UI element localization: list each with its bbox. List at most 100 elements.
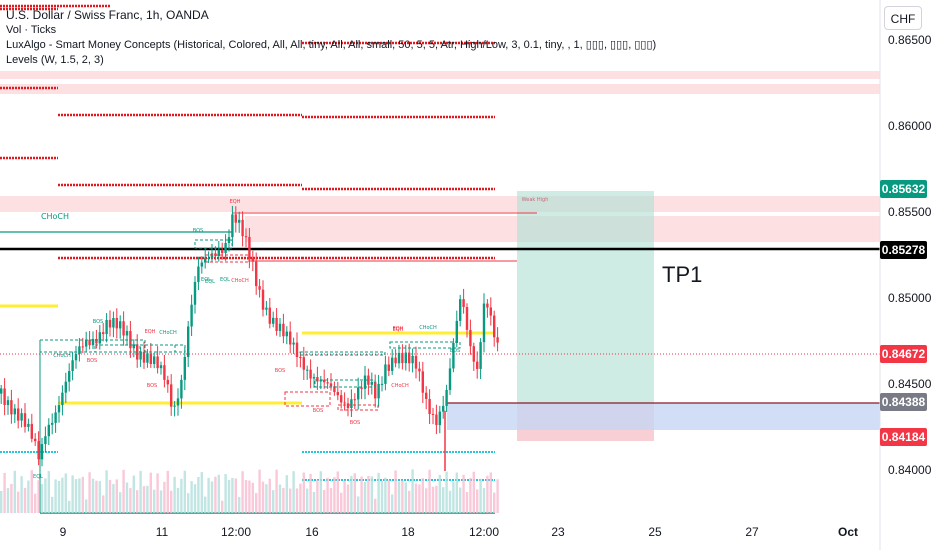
- structure-label: BOS: [87, 358, 97, 364]
- candle-body: [261, 289, 265, 310]
- candle-body: [312, 377, 316, 379]
- candle-body: [44, 436, 47, 445]
- price-label-last: 0.84672: [880, 345, 927, 363]
- symbol-title[interactable]: U.S. Dollar / Swiss Franc, 1h, OANDA: [6, 8, 209, 22]
- volume-bar: [431, 486, 435, 513]
- candle-body: [108, 319, 112, 328]
- volume-bar: [374, 498, 377, 513]
- candle-body: [295, 342, 299, 358]
- x-tick-label: 23: [551, 525, 565, 539]
- candle-body: [479, 342, 482, 369]
- structure-label: CHoCH: [53, 353, 71, 359]
- candle-body: [306, 369, 309, 371]
- candle-body: [122, 321, 125, 336]
- x-tick-label: 12:00: [220, 525, 252, 539]
- candle-body: [380, 383, 384, 385]
- candle-body: [428, 398, 431, 414]
- currency-button[interactable]: CHF: [884, 6, 922, 30]
- volume-bar: [425, 488, 428, 513]
- volume-bar: [329, 487, 333, 513]
- volume-bar: [414, 483, 418, 513]
- candle-body: [64, 381, 67, 393]
- volume-bar: [61, 477, 64, 513]
- candle-body: [234, 214, 237, 223]
- volume-bar: [122, 469, 125, 513]
- volume-bar: [170, 490, 173, 513]
- x-tick-label: 27: [745, 525, 759, 539]
- demand-zone: [447, 403, 880, 430]
- volume-bar: [3, 472, 6, 513]
- structure-label: CHoCH: [159, 330, 177, 336]
- candle-body: [251, 258, 254, 262]
- candle-body: [496, 337, 499, 343]
- candle-body: [316, 377, 319, 382]
- volume-bar: [119, 492, 122, 513]
- structure-box: [39, 339, 146, 353]
- candle-body: [343, 402, 346, 404]
- volume-bar: [299, 483, 302, 513]
- volume-bar: [40, 484, 44, 513]
- volume-bar: [418, 484, 421, 513]
- volume-bar: [227, 479, 231, 513]
- candle-body: [193, 281, 197, 305]
- volume-bar: [340, 492, 343, 513]
- take-profit-zone: [517, 191, 654, 403]
- volume-bar: [207, 477, 210, 513]
- supply-zone: [0, 84, 880, 94]
- volume-bar: [129, 488, 132, 513]
- candle-body: [6, 400, 10, 405]
- volume-bar: [479, 478, 482, 513]
- volume-bar: [357, 496, 360, 513]
- volume-bar: [384, 477, 387, 513]
- volume-bar: [408, 490, 411, 513]
- volume-bar: [68, 500, 71, 513]
- structure-label: BOS: [313, 408, 323, 414]
- volume-bar: [193, 484, 197, 513]
- volume-bar: [204, 496, 207, 513]
- volume-bar: [54, 479, 57, 513]
- candle-body: [244, 236, 248, 238]
- candle-body: [360, 387, 363, 389]
- volume-bar: [323, 490, 326, 513]
- candle-body: [357, 387, 360, 400]
- candle-body: [95, 338, 98, 344]
- volume-bar: [387, 480, 390, 513]
- volume-bar: [217, 474, 220, 513]
- volume-bar: [6, 488, 10, 513]
- candle-body: [340, 395, 343, 403]
- volume-bar: [102, 495, 105, 513]
- candle-body: [476, 361, 479, 369]
- candle-body: [210, 253, 214, 259]
- candle-body: [54, 412, 57, 423]
- volume-bar: [115, 479, 118, 513]
- volume-bar: [459, 487, 462, 513]
- volume-bar: [241, 471, 244, 513]
- x-tick-label: 18: [401, 525, 415, 539]
- candle-body: [112, 318, 115, 328]
- structure-label: CHoCH: [41, 212, 69, 221]
- candle-body: [489, 307, 492, 316]
- volume-bar: [333, 477, 336, 513]
- volume-bar: [295, 488, 299, 513]
- indicator-volume[interactable]: Vol · Ticks: [6, 24, 57, 36]
- volume-bar: [462, 474, 465, 513]
- candle-body: [102, 332, 105, 335]
- volume-bar: [394, 470, 397, 513]
- candle-body: [125, 330, 129, 336]
- candle-body: [204, 258, 207, 263]
- candle-body: [227, 237, 231, 244]
- indicator-levels[interactable]: Levels (W, 1.5, 2, 3): [6, 54, 104, 66]
- volume-bar: [428, 469, 431, 513]
- volume-bar: [380, 480, 384, 513]
- indicator-smc[interactable]: LuxAlgo - Smart Money Concepts (Historic…: [6, 39, 657, 51]
- volume-bar: [156, 473, 159, 513]
- volume-bar: [255, 493, 258, 513]
- supply-zone: [0, 71, 880, 79]
- volume-bar: [452, 481, 455, 513]
- volume-bar: [112, 484, 115, 513]
- candle-body: [421, 371, 424, 393]
- volume-bar: [13, 470, 16, 513]
- price-label-entry: 0.84388: [880, 393, 927, 411]
- structure-label: BOS: [193, 228, 203, 234]
